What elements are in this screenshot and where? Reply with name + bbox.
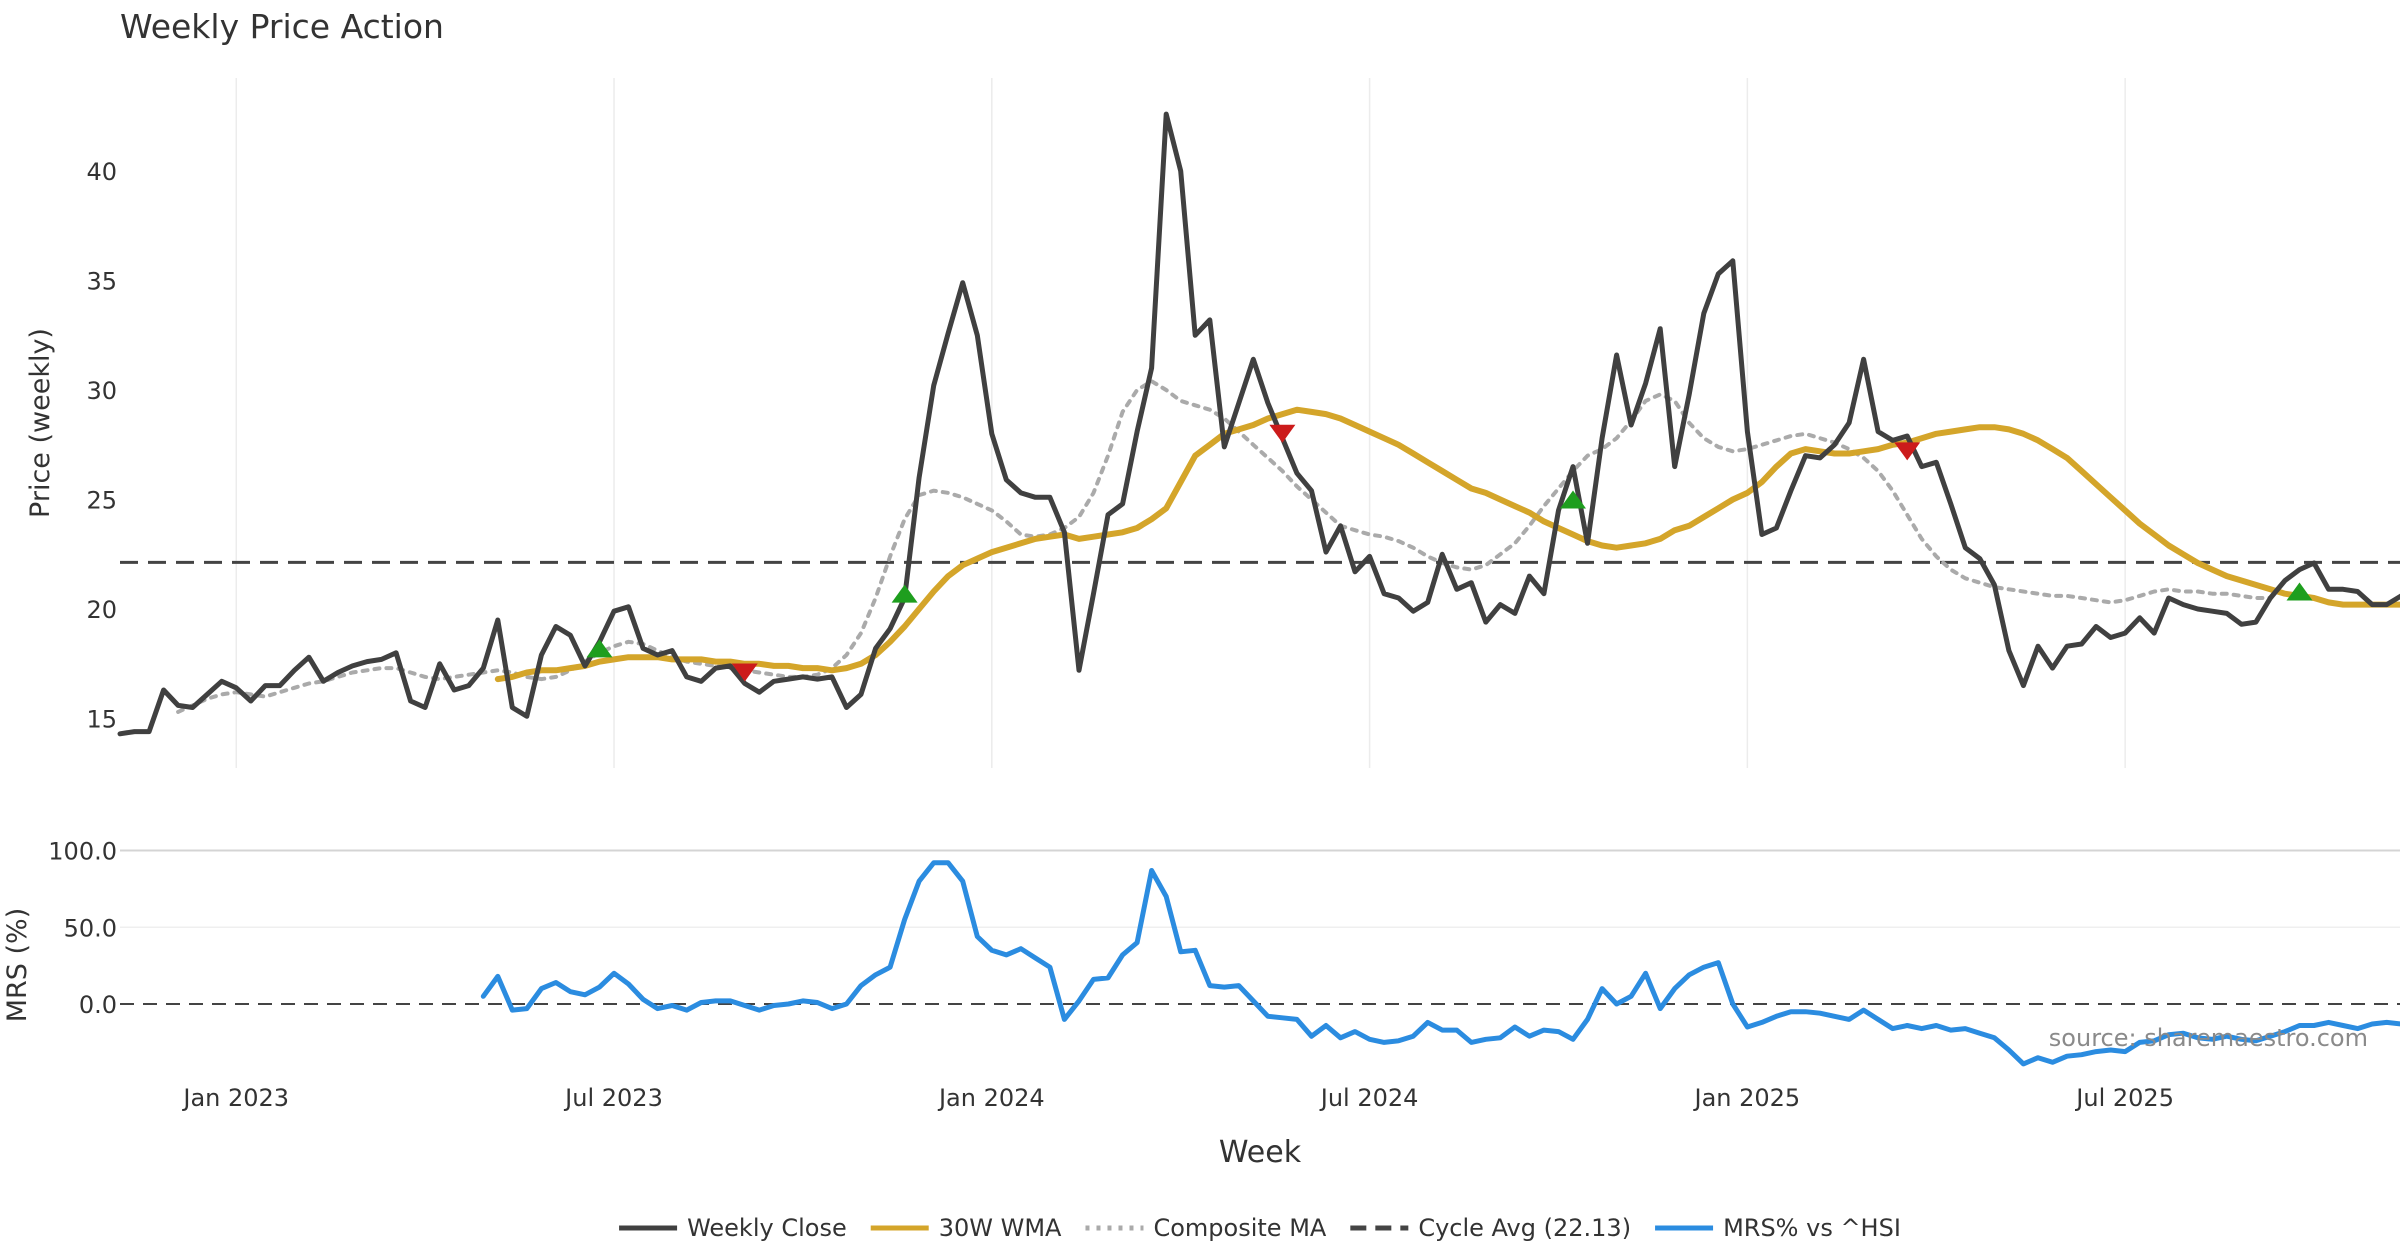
chart-title: Weekly Price Action xyxy=(120,7,444,46)
y-tick-label: 30 xyxy=(86,377,117,405)
buy-signal-marker xyxy=(586,639,613,658)
x-axis-label: Week xyxy=(1219,1135,1302,1170)
y-tick-label: 0.0 xyxy=(79,991,117,1019)
price-series xyxy=(117,111,2400,737)
y-tick-label: 50.0 xyxy=(64,914,117,942)
mrs-y-axis-label: MRS (%) xyxy=(2,908,33,1023)
legend-label: Cycle Avg (22.13) xyxy=(1418,1214,1631,1242)
price-y-ticks: 15 20 25 30 35 40 xyxy=(86,158,117,734)
y-tick-label: 25 xyxy=(86,487,117,515)
x-axis-ticks: Jan 2023 Jul 2023 Jan 2024 Jul 2024 Jan 2025… xyxy=(181,1084,2174,1112)
source-annotation: source: sharemaestro.com xyxy=(2049,1024,2368,1052)
mrs-line xyxy=(480,860,2400,1067)
y-tick-label: 100.0 xyxy=(48,838,117,866)
x-tick-label: Jul 2024 xyxy=(1319,1084,1419,1112)
mrs-y-ticks: 0.0 50.0 100.0 xyxy=(48,838,117,1020)
x-tick-label: Jan 2025 xyxy=(1693,1084,1801,1112)
x-tick-label: Jan 2023 xyxy=(181,1084,289,1112)
sell-signal-marker xyxy=(731,663,758,682)
y-tick-label: 35 xyxy=(86,268,117,296)
mrs-series xyxy=(480,860,2400,1067)
wma-30w-line xyxy=(494,406,2400,683)
y-tick-label: 20 xyxy=(86,596,117,624)
sell-signal-marker xyxy=(1894,442,1921,461)
y-tick-label: 40 xyxy=(86,158,117,186)
weekly-close-line xyxy=(117,111,2400,737)
buy-signal-marker xyxy=(1560,490,1586,509)
buy-signal-marker xyxy=(2286,582,2313,601)
legend: Weekly Close 30W WMA Composite MA Cycle Avg… xyxy=(619,1214,1901,1242)
legend-label: Composite MA xyxy=(1153,1214,1326,1242)
signal-markers xyxy=(586,424,2313,682)
sell-signal-marker xyxy=(1269,424,1296,443)
y-tick-label: 15 xyxy=(86,706,117,734)
legend-label: Weekly Close xyxy=(687,1214,847,1242)
x-tick-label: Jan 2024 xyxy=(937,1084,1045,1112)
legend-label: MRS% vs ^HSI xyxy=(1723,1214,1901,1242)
buy-signal-marker xyxy=(891,584,918,603)
x-tick-label: Jul 2025 xyxy=(2074,1084,2174,1112)
x-tick-label: Jul 2023 xyxy=(563,1084,663,1112)
mrs-panel-grid xyxy=(120,849,2400,928)
legend-label: 30W WMA xyxy=(939,1214,1062,1242)
composite-ma-line xyxy=(176,379,2273,714)
price-y-axis-label: Price (weekly) xyxy=(25,328,56,518)
